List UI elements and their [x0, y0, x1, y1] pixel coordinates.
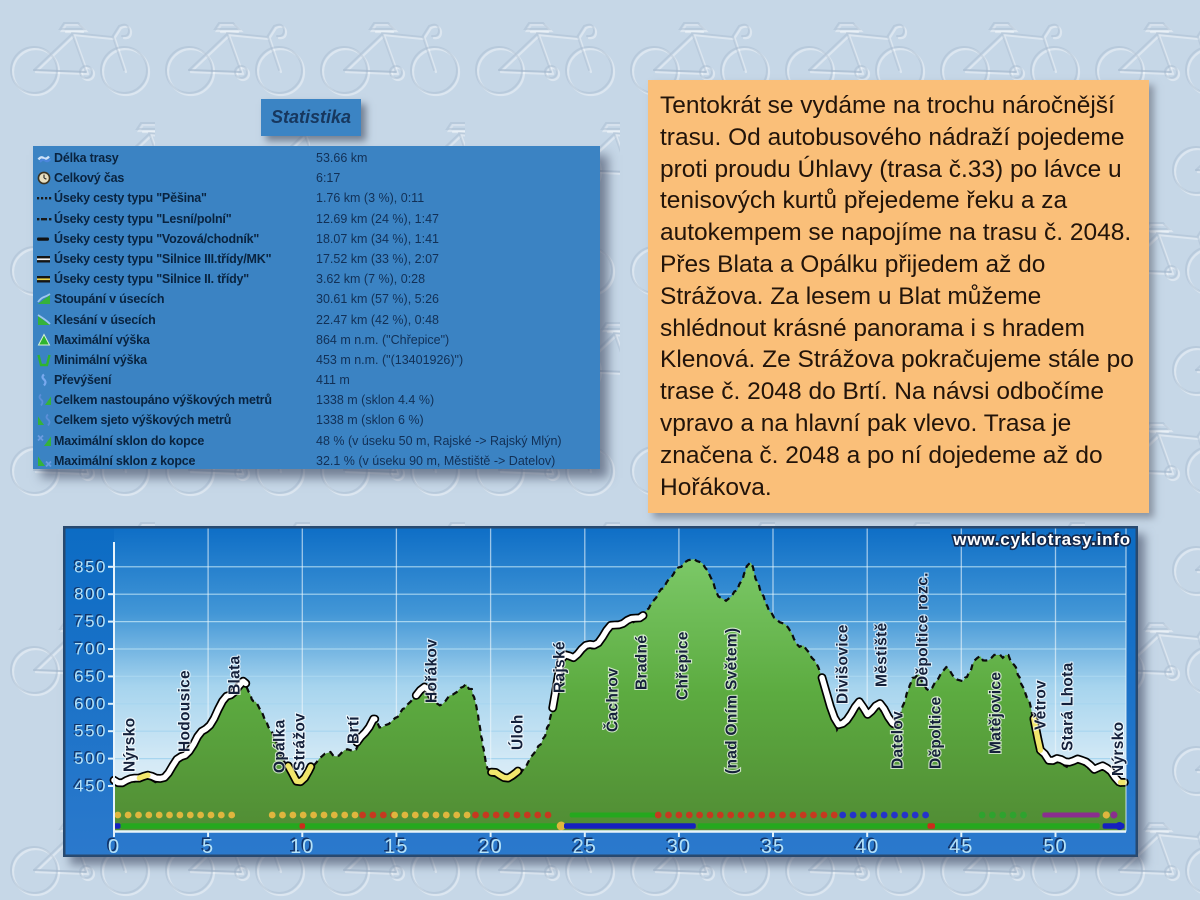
- svg-text:(nad Oním Světem): (nad Oním Světem): [724, 628, 741, 774]
- svg-text:40: 40: [855, 836, 879, 857]
- svg-text:Děpoltice: Děpoltice: [928, 696, 945, 769]
- svg-text:Chřepice: Chřepice: [675, 631, 692, 700]
- svg-text:10: 10: [288, 834, 312, 856]
- svg-text:Stará Lhota: Stará Lhota: [1060, 662, 1077, 751]
- svg-text:30: 30: [667, 836, 691, 857]
- svg-text:15: 15: [383, 834, 407, 856]
- svg-text:Úloh: Úloh: [509, 714, 527, 750]
- svg-text:5: 5: [202, 836, 214, 857]
- svg-text:Divišovice: Divišovice: [835, 624, 852, 704]
- svg-text:450: 450: [73, 775, 106, 794]
- svg-text:550: 550: [73, 720, 106, 739]
- svg-text:5: 5: [200, 834, 212, 856]
- svg-text:700: 700: [73, 638, 106, 657]
- svg-text:600: 600: [73, 693, 106, 712]
- svg-text:45: 45: [949, 836, 973, 857]
- svg-text:www.cyklotrasy.info: www.cyklotrasy.info: [952, 530, 1131, 549]
- svg-text:20: 20: [477, 834, 501, 856]
- svg-text:Děpoltice rozc.: Děpoltice rozc.: [915, 572, 932, 687]
- svg-text:500: 500: [74, 749, 107, 768]
- svg-text:Brtí: Brtí: [346, 716, 363, 744]
- svg-text:Hořákov: Hořákov: [424, 639, 441, 703]
- svg-text:Rajské: Rajské: [552, 641, 569, 693]
- svg-text:500: 500: [73, 748, 106, 767]
- svg-text:50: 50: [1042, 834, 1066, 856]
- svg-text:850: 850: [74, 557, 107, 576]
- svg-text:Nýrsko: Nýrsko: [1110, 722, 1127, 776]
- svg-text:35: 35: [759, 834, 783, 856]
- svg-text:Hodousice: Hodousice: [177, 670, 194, 752]
- svg-text:Strážov: Strážov: [292, 713, 309, 771]
- svg-text:750: 750: [73, 611, 106, 630]
- svg-text:850: 850: [73, 556, 106, 575]
- svg-text:50: 50: [1043, 836, 1067, 857]
- svg-text:10: 10: [290, 836, 314, 857]
- svg-text:20: 20: [478, 836, 502, 857]
- svg-text:Opálka: Opálka: [272, 719, 289, 773]
- svg-text:15: 15: [384, 836, 408, 857]
- svg-text:450: 450: [74, 777, 107, 796]
- svg-text:Čachrov: Čachrov: [604, 668, 622, 732]
- svg-text:40: 40: [853, 834, 877, 856]
- svg-text:Větrov: Větrov: [1033, 680, 1050, 730]
- svg-text:30: 30: [665, 834, 689, 856]
- svg-text:0: 0: [106, 834, 118, 856]
- svg-text:550: 550: [74, 722, 107, 741]
- svg-text:35: 35: [761, 836, 785, 857]
- svg-text:650: 650: [73, 666, 106, 685]
- svg-text:25: 25: [571, 834, 595, 856]
- svg-text:800: 800: [74, 585, 107, 604]
- svg-text:Datelov: Datelov: [890, 711, 907, 769]
- svg-text:Nýrsko: Nýrsko: [122, 718, 139, 772]
- svg-text:Blata: Blata: [227, 656, 244, 695]
- svg-text:750: 750: [74, 612, 107, 631]
- svg-text:650: 650: [74, 667, 107, 686]
- svg-text:Městiště: Městiště: [874, 622, 891, 687]
- svg-text:600: 600: [74, 694, 107, 713]
- svg-text:25: 25: [573, 836, 597, 857]
- svg-text:800: 800: [73, 583, 106, 602]
- svg-text:0: 0: [108, 836, 120, 857]
- svg-text:45: 45: [947, 834, 971, 856]
- svg-text:Bradné: Bradné: [634, 635, 651, 690]
- svg-text:700: 700: [74, 640, 107, 659]
- svg-text:Matějovice: Matějovice: [988, 672, 1005, 754]
